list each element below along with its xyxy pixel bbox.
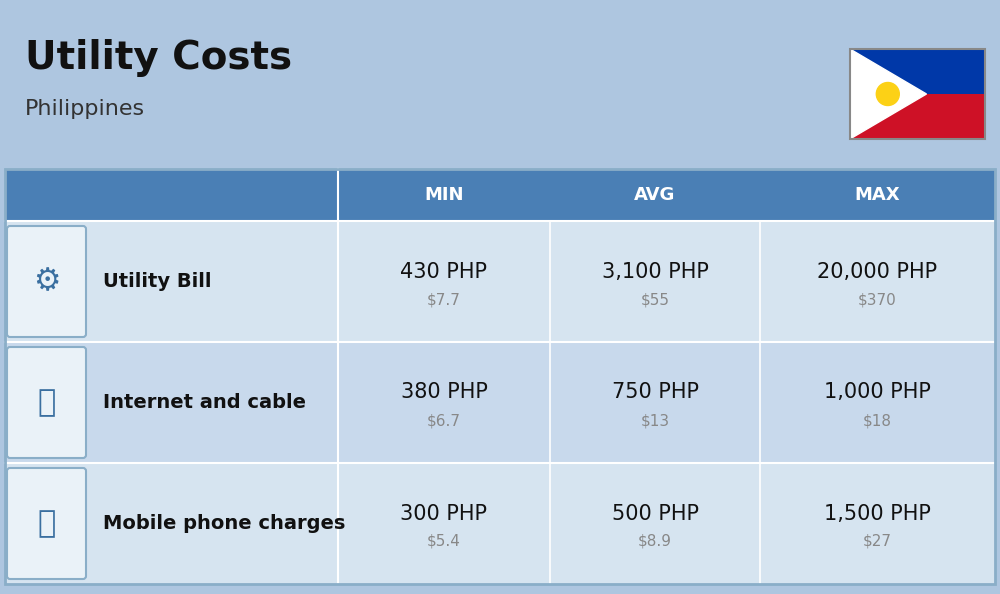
Text: 430 PHP: 430 PHP bbox=[400, 261, 487, 282]
Text: 1,000 PHP: 1,000 PHP bbox=[824, 383, 931, 403]
Text: Mobile phone charges: Mobile phone charges bbox=[103, 514, 345, 533]
Text: 📱: 📱 bbox=[37, 509, 56, 538]
FancyBboxPatch shape bbox=[5, 342, 995, 463]
Text: 750 PHP: 750 PHP bbox=[612, 383, 698, 403]
Text: $27: $27 bbox=[863, 534, 892, 549]
Text: 20,000 PHP: 20,000 PHP bbox=[817, 261, 938, 282]
Circle shape bbox=[876, 83, 899, 106]
Text: $5.4: $5.4 bbox=[427, 534, 461, 549]
Text: Utility Costs: Utility Costs bbox=[25, 39, 292, 77]
Text: 300 PHP: 300 PHP bbox=[400, 504, 487, 523]
Polygon shape bbox=[850, 49, 926, 139]
Text: 500 PHP: 500 PHP bbox=[612, 504, 698, 523]
Text: MAX: MAX bbox=[855, 186, 900, 204]
Text: MIN: MIN bbox=[424, 186, 464, 204]
FancyBboxPatch shape bbox=[850, 49, 985, 94]
FancyBboxPatch shape bbox=[7, 468, 86, 579]
FancyBboxPatch shape bbox=[5, 221, 995, 342]
Text: $55: $55 bbox=[640, 292, 670, 307]
Text: AVG: AVG bbox=[634, 186, 676, 204]
Text: 1,500 PHP: 1,500 PHP bbox=[824, 504, 931, 523]
FancyBboxPatch shape bbox=[5, 169, 995, 221]
Text: $13: $13 bbox=[640, 413, 670, 428]
Text: Utility Bill: Utility Bill bbox=[103, 272, 212, 291]
Text: 📶: 📶 bbox=[37, 388, 56, 417]
Text: $370: $370 bbox=[858, 292, 897, 307]
Text: $6.7: $6.7 bbox=[427, 413, 461, 428]
Text: Internet and cable: Internet and cable bbox=[103, 393, 306, 412]
Text: Philippines: Philippines bbox=[25, 99, 145, 119]
Text: 3,100 PHP: 3,100 PHP bbox=[602, 261, 708, 282]
Text: 380 PHP: 380 PHP bbox=[401, 383, 487, 403]
FancyBboxPatch shape bbox=[5, 463, 995, 584]
FancyBboxPatch shape bbox=[7, 347, 86, 458]
FancyBboxPatch shape bbox=[850, 94, 985, 139]
FancyBboxPatch shape bbox=[7, 226, 86, 337]
Text: $8.9: $8.9 bbox=[638, 534, 672, 549]
Text: $7.7: $7.7 bbox=[427, 292, 461, 307]
Text: ⚙: ⚙ bbox=[33, 267, 60, 296]
Text: $18: $18 bbox=[863, 413, 892, 428]
